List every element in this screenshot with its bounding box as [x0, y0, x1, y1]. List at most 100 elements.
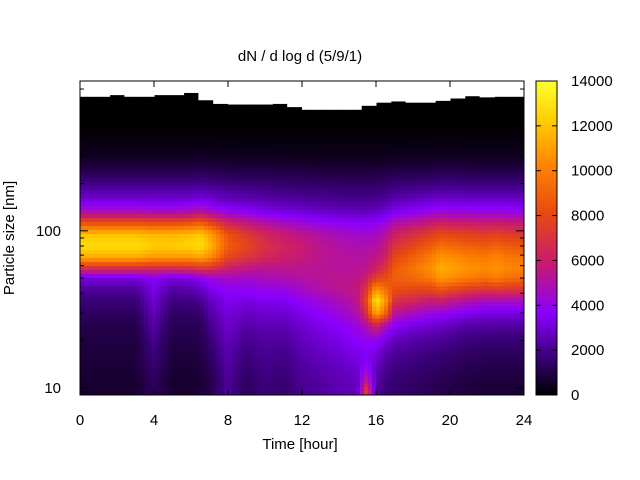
heatmap-cell	[260, 354, 265, 360]
heatmap-cell	[192, 302, 197, 308]
heatmap-cell	[280, 181, 285, 187]
heatmap-cell	[308, 298, 313, 304]
heatmap-cell	[128, 286, 133, 291]
heatmap-cell	[108, 217, 113, 223]
heatmap-cell	[280, 346, 285, 352]
heatmap-cell	[268, 246, 273, 251]
heatmap-cell	[144, 250, 149, 255]
heatmap-cell	[312, 278, 317, 283]
heatmap-cell	[204, 390, 209, 395]
heatmap-cell	[196, 278, 201, 283]
heatmap-cell	[152, 358, 157, 364]
heatmap-cell	[128, 217, 133, 223]
heatmap-cell	[192, 386, 197, 392]
heatmap-cell	[220, 342, 225, 348]
heatmap-cell	[224, 149, 229, 155]
heatmap-cell	[320, 314, 325, 320]
heatmap-cell	[176, 141, 181, 147]
heatmap-cell	[132, 294, 137, 299]
heatmap-cell	[288, 221, 293, 227]
heatmap-cell	[260, 270, 265, 275]
heatmap-cell	[248, 390, 253, 395]
heatmap-cell	[268, 233, 273, 239]
heatmap-cell	[168, 270, 173, 275]
heatmap-cell	[268, 221, 273, 227]
heatmap-cell	[268, 213, 273, 219]
heatmap-cell	[188, 278, 193, 283]
heatmap-cell	[240, 374, 245, 380]
heatmap-cell	[80, 286, 85, 291]
heatmap-cell	[196, 378, 201, 384]
heatmap-cell	[328, 185, 333, 191]
heatmap-cell	[296, 358, 301, 364]
heatmap-cell	[288, 366, 293, 372]
heatmap-cell	[224, 262, 229, 267]
heatmap-cell	[188, 386, 193, 392]
heatmap-cell	[284, 181, 289, 187]
heatmap-cell	[80, 318, 85, 324]
heatmap-cell	[228, 262, 233, 267]
heatmap-cell	[332, 246, 337, 251]
heatmap-cell	[128, 250, 133, 255]
heatmap-cell	[316, 338, 321, 344]
heatmap-cell	[300, 278, 305, 283]
heatmap-cell	[292, 270, 297, 275]
heatmap-cell	[240, 298, 245, 304]
heatmap-cell	[320, 205, 325, 211]
heatmap-cell	[104, 217, 109, 223]
heatmap-cell	[112, 342, 117, 348]
heatmap-cell	[268, 370, 273, 376]
heatmap-cell	[184, 322, 189, 328]
heatmap-cell	[96, 197, 101, 203]
heatmap-cell	[164, 310, 169, 316]
heatmap-cell	[312, 181, 317, 187]
heatmap-cell	[188, 354, 193, 360]
heatmap-cell	[240, 390, 245, 395]
heatmap-cell	[180, 350, 185, 356]
heatmap-cell	[88, 302, 93, 308]
heatmap-cell	[172, 278, 177, 283]
heatmap-cell	[236, 326, 241, 332]
heatmap-cell	[320, 378, 325, 384]
heatmap-cell	[332, 350, 337, 356]
heatmap-cell	[184, 153, 189, 159]
heatmap-cell	[312, 137, 317, 142]
heatmap-cell	[196, 322, 201, 328]
heatmap-cell	[184, 302, 189, 308]
heatmap-cell	[332, 370, 337, 376]
heatmap-cell	[320, 298, 325, 304]
heatmap-cell	[308, 286, 313, 291]
heatmap-cell	[280, 254, 285, 259]
heatmap-cell	[220, 286, 225, 291]
heatmap-cell	[176, 161, 181, 167]
heatmap-cell	[136, 282, 141, 287]
heatmap-cell	[172, 225, 177, 231]
heatmap-cell	[256, 286, 261, 291]
heatmap-cell	[276, 205, 281, 211]
heatmap-cell	[220, 306, 225, 312]
heatmap-cell	[108, 298, 113, 304]
heatmap-cell	[216, 133, 221, 138]
heatmap-cell	[136, 157, 141, 163]
heatmap-cell	[124, 250, 129, 255]
heatmap-cell	[316, 354, 321, 360]
heatmap-cell	[220, 374, 225, 380]
heatmap-cell	[284, 322, 289, 328]
heatmap-cell	[236, 270, 241, 275]
heatmap-cell	[104, 229, 109, 235]
heatmap-cell	[188, 217, 193, 223]
heatmap-cell	[136, 370, 141, 376]
heatmap-cell	[192, 378, 197, 384]
heatmap-cell	[288, 274, 293, 279]
heatmap-cell	[288, 350, 293, 356]
heatmap-cell	[268, 125, 273, 130]
heatmap-cell	[236, 278, 241, 283]
heatmap-cell	[88, 286, 93, 291]
heatmap-cell	[256, 322, 261, 328]
heatmap-cell	[320, 294, 325, 299]
heatmap-cell	[240, 221, 245, 227]
heatmap-cell	[220, 213, 225, 219]
heatmap-cell	[200, 322, 205, 328]
heatmap-cell	[288, 149, 293, 155]
heatmap-cell	[248, 233, 253, 239]
